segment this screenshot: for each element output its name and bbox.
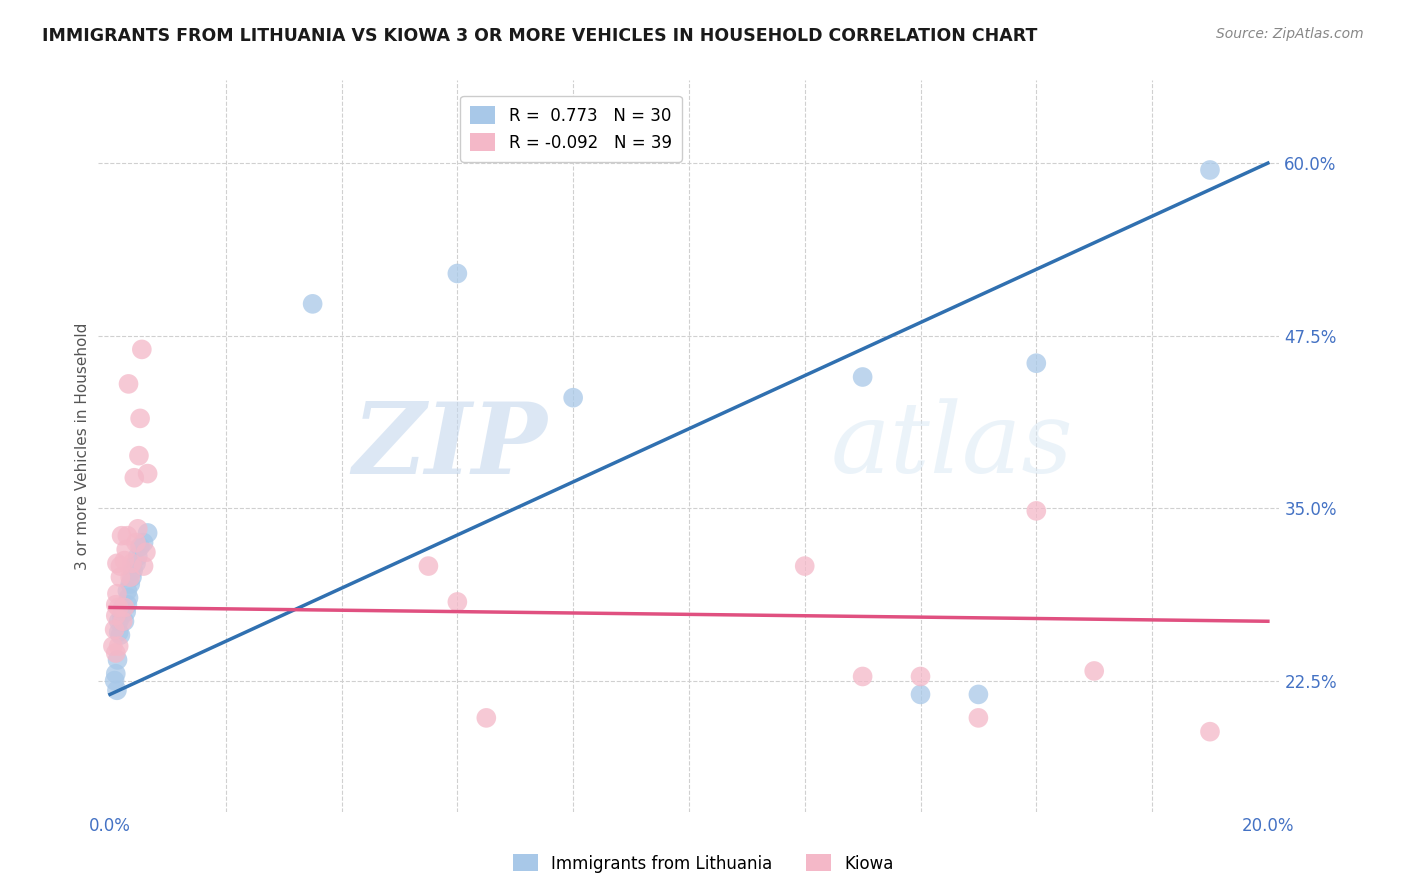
Point (105, 683, 128, 698)
Point (129, 411, 152, 425)
Point (136, 467, 159, 481)
Point (104, 666, 127, 681)
Point (967, 687, 990, 701)
Point (110, 608, 132, 623)
Point (115, 542, 138, 557)
Point (104, 623, 127, 637)
Point (301, 297, 323, 311)
Point (852, 370, 875, 384)
Point (129, 540, 152, 554)
Point (105, 587, 128, 601)
Point (475, 711, 498, 725)
Point (1199, 724, 1222, 739)
Point (1199, 163, 1222, 178)
Point (110, 529, 132, 543)
Point (121, 570, 143, 584)
Point (120, 570, 142, 584)
Point (418, 559, 440, 574)
Point (110, 628, 132, 642)
Point (107, 614, 129, 628)
Point (117, 583, 139, 598)
Point (122, 563, 145, 577)
Point (104, 608, 127, 623)
Point (852, 669, 875, 683)
Text: atlas: atlas (831, 399, 1073, 493)
Point (105, 557, 128, 571)
Point (793, 559, 815, 574)
Point (446, 267, 468, 281)
Legend: R =  0.773   N = 30, R = -0.092   N = 39: R = 0.773 N = 30, R = -0.092 N = 39 (460, 96, 682, 161)
Point (107, 600, 129, 615)
Point (132, 535, 155, 549)
Point (910, 687, 932, 701)
Point (110, 570, 132, 584)
Point (104, 598, 127, 612)
Point (446, 595, 468, 609)
Text: Source: ZipAtlas.com: Source: ZipAtlas.com (1216, 27, 1364, 41)
Text: ZIP: ZIP (353, 398, 547, 494)
Point (1025, 504, 1047, 518)
Point (114, 600, 136, 615)
Point (136, 525, 159, 540)
Point (110, 559, 132, 574)
Point (128, 449, 150, 463)
Point (125, 557, 148, 571)
Point (127, 549, 149, 564)
Point (117, 591, 139, 605)
Point (967, 711, 990, 725)
Point (114, 614, 136, 628)
Point (111, 614, 134, 628)
Point (104, 673, 127, 688)
Point (121, 557, 143, 571)
Point (124, 471, 146, 485)
Point (131, 343, 153, 357)
Point (135, 545, 157, 559)
Point (910, 669, 932, 683)
Point (120, 577, 142, 591)
Legend: Immigrants from Lithuania, Kiowa: Immigrants from Lithuania, Kiowa (506, 847, 900, 880)
Point (101, 639, 124, 653)
Point (1025, 356, 1047, 370)
Point (111, 600, 134, 615)
Point (125, 535, 148, 549)
Point (117, 529, 139, 543)
Point (127, 522, 149, 536)
Point (562, 391, 585, 405)
Point (104, 646, 127, 660)
Point (117, 598, 139, 612)
Point (107, 639, 129, 653)
Point (107, 653, 129, 667)
Y-axis label: 3 or more Vehicles in Household: 3 or more Vehicles in Household (75, 322, 90, 570)
Text: IMMIGRANTS FROM LITHUANIA VS KIOWA 3 OR MORE VEHICLES IN HOUSEHOLD CORRELATION C: IMMIGRANTS FROM LITHUANIA VS KIOWA 3 OR … (42, 27, 1038, 45)
Point (114, 553, 136, 567)
Point (115, 605, 138, 619)
Point (1083, 664, 1105, 678)
Point (132, 559, 155, 574)
Point (107, 625, 129, 640)
Point (117, 376, 139, 391)
